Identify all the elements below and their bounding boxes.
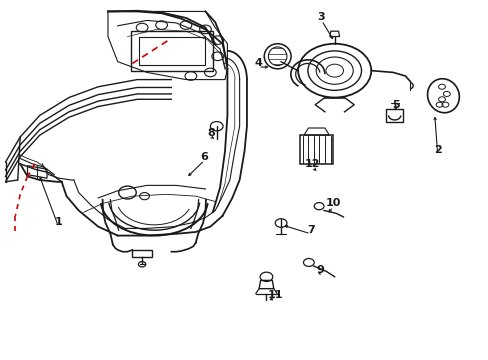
Text: 4: 4 — [254, 58, 262, 68]
Ellipse shape — [427, 79, 458, 113]
Text: 2: 2 — [433, 144, 441, 154]
Text: 7: 7 — [306, 225, 314, 235]
Text: 1: 1 — [54, 217, 62, 227]
Text: 3: 3 — [317, 12, 325, 22]
Text: 8: 8 — [207, 129, 215, 138]
Text: 5: 5 — [391, 100, 399, 110]
Text: 12: 12 — [305, 159, 320, 169]
Text: 6: 6 — [200, 152, 208, 162]
Text: 9: 9 — [316, 265, 324, 275]
Text: 11: 11 — [267, 290, 283, 300]
Text: 10: 10 — [325, 198, 340, 208]
